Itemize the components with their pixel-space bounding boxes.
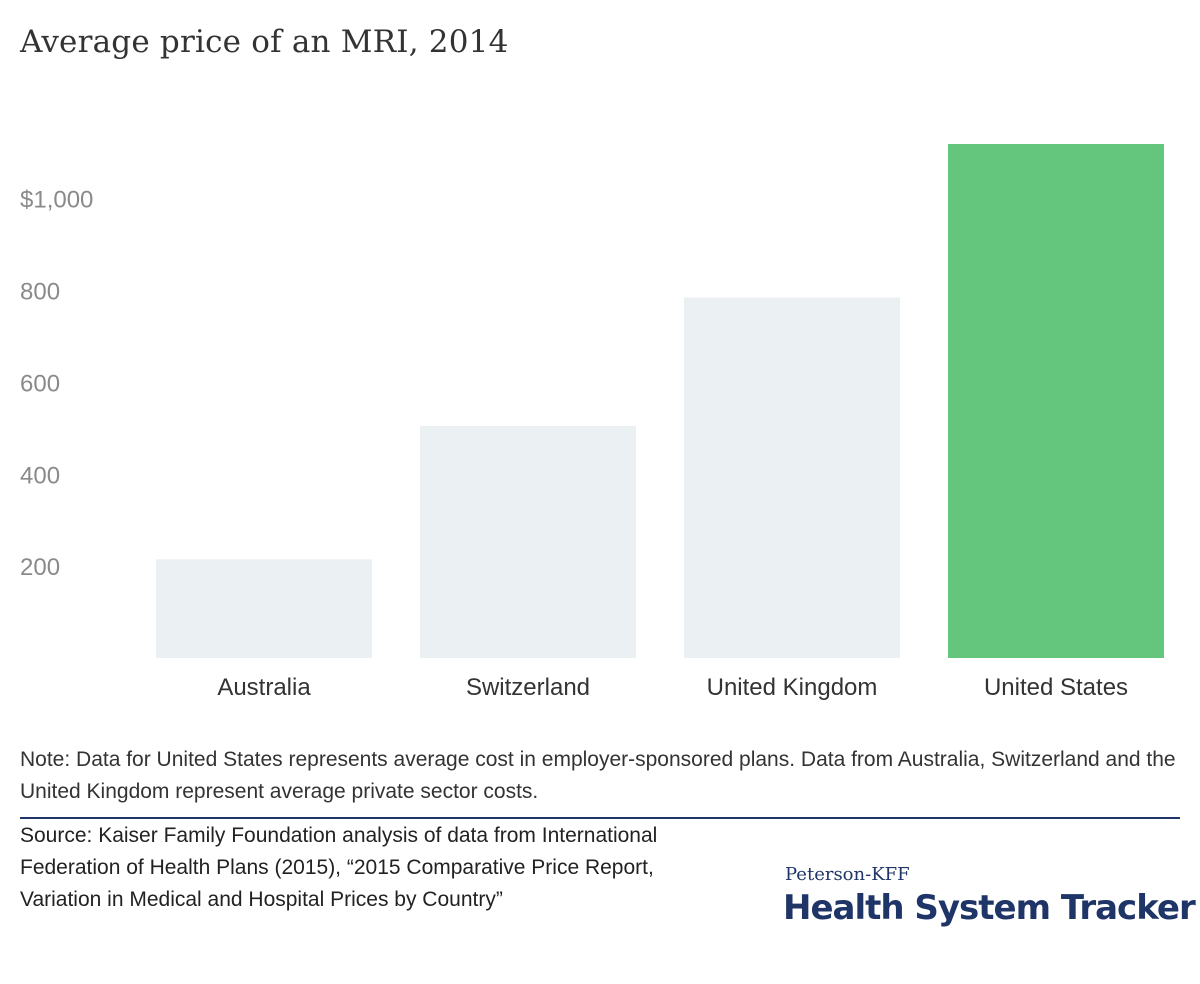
divider <box>20 817 1180 819</box>
x-tick-label: Australia <box>217 674 311 701</box>
bar-switzerland <box>420 426 636 658</box>
x-tick-label: United States <box>984 674 1128 701</box>
chart-source: Source: Kaiser Family Foundation analysi… <box>20 824 658 911</box>
bar-united-states <box>948 144 1164 658</box>
bar-australia <box>156 559 372 658</box>
chart-note: Note: Data for United States represents … <box>20 748 1176 803</box>
x-tick-label: Switzerland <box>466 674 590 701</box>
chart-title: Average price of an MRI, 2014 <box>20 24 509 60</box>
bar-chart: 200 400 600 800 $1,000 Australia Switzerland Un… <box>20 144 1164 701</box>
y-tick-label: 600 <box>20 370 60 397</box>
y-tick-label: 800 <box>20 279 60 306</box>
y-tick-label: $1,000 <box>20 187 93 214</box>
x-tick-label: United Kingdom <box>707 674 878 701</box>
brand-logo-health-system-tracker: Health System Tracker <box>783 888 1196 928</box>
bar-united-kingdom <box>684 297 900 658</box>
brand-label-peterson-kff: Peterson-KFF <box>785 864 910 885</box>
y-tick-label: 200 <box>20 554 60 581</box>
y-tick-label: 400 <box>20 462 60 489</box>
